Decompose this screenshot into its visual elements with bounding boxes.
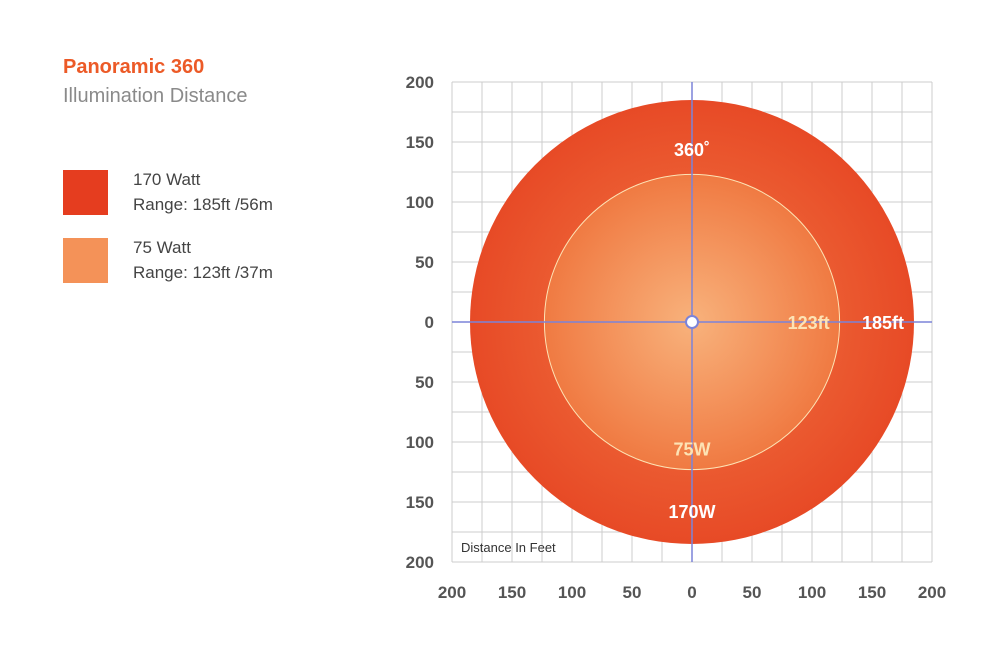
- x-tick-label: 200: [438, 583, 466, 602]
- series-label-170w: 170W: [668, 502, 715, 522]
- legend-swatch-170-watt: [63, 170, 108, 215]
- tick-labels: 200 150 100 50 0 50 100 150 20020015010050050100…: [406, 73, 947, 602]
- x-tick-label: 150: [498, 583, 526, 602]
- y-tick-label: 100: [406, 433, 434, 452]
- axis-note: Distance In Feet: [461, 540, 556, 555]
- chart-subtitle: Illumination Distance: [63, 85, 248, 107]
- x-tick-label: 0: [687, 583, 696, 602]
- origin-marker: [685, 315, 699, 329]
- y-tick-label: 0: [425, 313, 434, 332]
- legend-name: 170 Watt: [133, 170, 201, 189]
- outer-range-label: 185ft: [862, 313, 904, 333]
- x-tick-label: 100: [558, 583, 586, 602]
- y-tick-label: 50: [415, 253, 434, 272]
- legend-range: Range: 123ft /37m: [133, 263, 273, 282]
- angle-label: 360˚: [674, 140, 710, 160]
- y-tick-label: 150: [406, 493, 434, 512]
- x-tick-label: 50: [623, 583, 642, 602]
- series-label-75w: 75W: [673, 440, 710, 460]
- inner-range-label: 123ft: [788, 313, 830, 333]
- x-tick-label: 100: [798, 583, 826, 602]
- legend-name: 75 Watt: [133, 238, 191, 257]
- x-tick-label: 150: [858, 583, 886, 602]
- y-tick-label: 50: [415, 373, 434, 392]
- y-tick-label: 100: [406, 193, 434, 212]
- y-tick-label: 200: [406, 73, 434, 92]
- chart-axes: [452, 82, 932, 562]
- x-tick-label: 200: [918, 583, 946, 602]
- chart-title: Panoramic 360: [63, 56, 205, 78]
- legend-item-170-watt: 170 Watt Range: 185ft /56m: [63, 170, 363, 220]
- legend-item-75-watt: 75 Watt Range: 123ft /37m: [63, 238, 363, 288]
- y-tick-label: 150: [406, 133, 434, 152]
- plot-labels: 360˚ 185ft 123ft 75W 170W Distance In Feet: [461, 140, 904, 555]
- x-tick-label: 50: [743, 583, 762, 602]
- y-tick-label: 200: [406, 553, 434, 572]
- legend-range: Range: 185ft /56m: [133, 195, 273, 214]
- legend-swatch-75-watt: [63, 238, 108, 283]
